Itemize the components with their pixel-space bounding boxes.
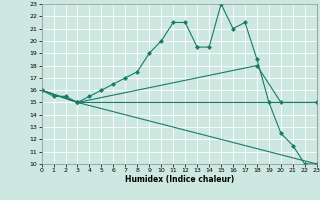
- X-axis label: Humidex (Indice chaleur): Humidex (Indice chaleur): [124, 175, 234, 184]
